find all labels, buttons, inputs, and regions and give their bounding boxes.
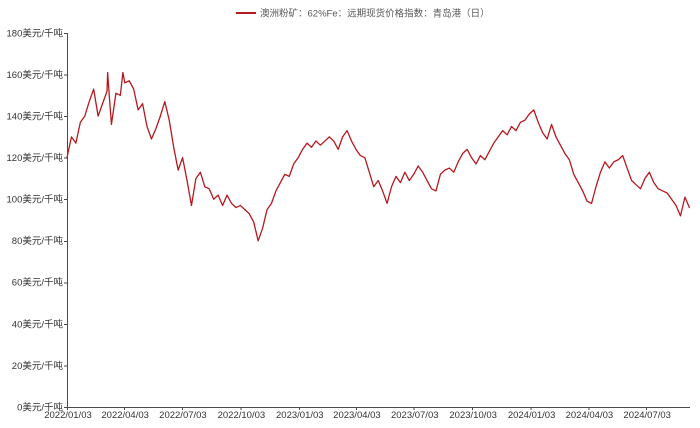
- x-tick-label: 2022/04/03: [101, 410, 149, 421]
- y-tick-label: 80美元/千吨: [12, 235, 64, 247]
- x-tick-label: 2023/01/03: [276, 410, 324, 421]
- y-tick-label: 180美元/千吨: [7, 27, 64, 39]
- legend-label: 澳洲粉矿：62%Fe：远期现货价格指数：青岛港（日）: [260, 8, 490, 20]
- y-tick-label: 60美元/千吨: [12, 277, 64, 289]
- series-layer: [66, 71, 691, 242]
- x-axis-ticks: 2022/01/03 2022/04/03 2022/07/03 2022/10/03…: [44, 407, 671, 421]
- x-tick-label: 2023/10/03: [449, 410, 497, 421]
- y-tick-label: 160美元/千吨: [7, 69, 64, 81]
- x-tick-label: 2022/10/03: [218, 410, 266, 421]
- legend: 澳洲粉矿：62%Fe：远期现货价格指数：青岛港（日）: [236, 8, 490, 20]
- x-tick-label: 2024/01/03: [508, 410, 556, 421]
- x-tick-label: 2023/07/03: [391, 410, 439, 421]
- y-axis-ticks: 0美元/千吨 20美元/千吨 40美元/千吨 60美元/千吨 80美元/千吨 100美元/…: [7, 27, 67, 413]
- y-tick-label: 100美元/千吨: [7, 194, 64, 206]
- x-tick-label: 2024/04/03: [566, 410, 614, 421]
- series-line-0: [66, 71, 691, 242]
- x-tick-label: 2022/01/03: [44, 410, 92, 421]
- x-tick-label: 2024/07/03: [623, 410, 671, 421]
- y-tick-label: 20美元/千吨: [12, 360, 64, 372]
- y-tick-label: 140美元/千吨: [7, 111, 64, 123]
- x-tick-label: 2022/07/03: [159, 410, 207, 421]
- y-tick-label: 40美元/千吨: [12, 318, 64, 330]
- y-tick-label: 0美元/千吨: [17, 401, 63, 413]
- y-tick-label: 120美元/千吨: [7, 152, 64, 164]
- x-tick-label: 2023/04/03: [333, 410, 381, 421]
